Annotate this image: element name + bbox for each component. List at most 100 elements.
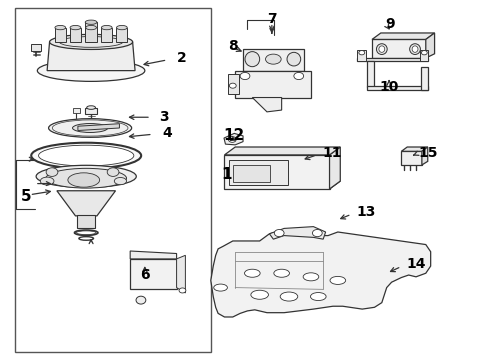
Text: 3: 3 xyxy=(159,110,169,124)
Bar xyxy=(31,44,41,51)
Polygon shape xyxy=(252,98,282,112)
Bar xyxy=(243,49,304,71)
Bar xyxy=(77,215,95,228)
Ellipse shape xyxy=(274,269,290,277)
Ellipse shape xyxy=(49,35,133,49)
Polygon shape xyxy=(224,134,243,145)
Bar xyxy=(85,108,97,114)
Bar xyxy=(101,28,112,42)
Bar xyxy=(85,22,97,42)
Polygon shape xyxy=(57,191,116,216)
Ellipse shape xyxy=(85,20,97,24)
Ellipse shape xyxy=(251,290,269,299)
Ellipse shape xyxy=(245,269,260,277)
Ellipse shape xyxy=(136,296,146,304)
Bar xyxy=(130,259,176,289)
Ellipse shape xyxy=(55,26,66,30)
Bar xyxy=(421,67,428,90)
Ellipse shape xyxy=(68,173,99,187)
Ellipse shape xyxy=(86,26,97,30)
Ellipse shape xyxy=(379,46,385,52)
Ellipse shape xyxy=(280,292,298,301)
Polygon shape xyxy=(270,226,326,239)
Polygon shape xyxy=(224,181,340,189)
Bar xyxy=(55,28,66,42)
Bar xyxy=(420,50,428,61)
Circle shape xyxy=(421,50,427,55)
Ellipse shape xyxy=(87,106,96,109)
Text: 5: 5 xyxy=(21,189,32,204)
Text: 1: 1 xyxy=(221,167,232,182)
Bar xyxy=(357,58,428,61)
Circle shape xyxy=(313,229,322,237)
Text: 14: 14 xyxy=(406,257,426,271)
Ellipse shape xyxy=(117,26,127,30)
Text: 9: 9 xyxy=(386,17,395,31)
Bar xyxy=(372,40,426,58)
Circle shape xyxy=(274,229,284,237)
Bar xyxy=(73,108,80,113)
Bar xyxy=(235,71,311,98)
Bar xyxy=(357,50,366,61)
Text: 11: 11 xyxy=(322,146,342,160)
Ellipse shape xyxy=(376,44,387,54)
Polygon shape xyxy=(422,147,428,165)
Ellipse shape xyxy=(73,123,108,132)
Ellipse shape xyxy=(31,143,141,168)
Ellipse shape xyxy=(36,165,136,188)
Circle shape xyxy=(179,288,186,293)
Polygon shape xyxy=(401,147,428,151)
Circle shape xyxy=(46,168,58,176)
Ellipse shape xyxy=(330,276,345,284)
Polygon shape xyxy=(426,33,435,58)
Circle shape xyxy=(107,168,119,176)
Circle shape xyxy=(240,72,250,80)
Circle shape xyxy=(294,72,304,80)
Bar xyxy=(70,28,81,42)
Ellipse shape xyxy=(245,51,260,67)
Ellipse shape xyxy=(287,52,301,66)
Circle shape xyxy=(228,136,236,142)
Ellipse shape xyxy=(412,46,418,52)
Ellipse shape xyxy=(37,60,145,81)
Polygon shape xyxy=(211,230,431,317)
Bar xyxy=(117,28,127,42)
Ellipse shape xyxy=(40,177,54,185)
Text: 15: 15 xyxy=(418,146,438,160)
Polygon shape xyxy=(78,124,120,131)
Ellipse shape xyxy=(303,273,319,281)
Text: 10: 10 xyxy=(379,80,399,94)
Ellipse shape xyxy=(70,26,81,30)
Text: 2: 2 xyxy=(176,51,186,65)
Text: 4: 4 xyxy=(162,126,172,140)
Bar xyxy=(15,8,211,352)
Bar xyxy=(233,165,270,182)
Bar xyxy=(228,74,239,94)
Ellipse shape xyxy=(311,293,326,301)
Polygon shape xyxy=(47,42,135,71)
Ellipse shape xyxy=(49,119,132,137)
Polygon shape xyxy=(176,255,185,293)
Bar xyxy=(224,155,330,189)
Polygon shape xyxy=(330,147,340,189)
Text: 7: 7 xyxy=(267,12,277,26)
Polygon shape xyxy=(224,147,340,155)
Text: 13: 13 xyxy=(356,205,376,219)
Bar xyxy=(86,28,97,42)
Ellipse shape xyxy=(410,44,420,54)
Text: 6: 6 xyxy=(140,268,149,282)
Ellipse shape xyxy=(46,168,126,188)
Ellipse shape xyxy=(39,145,134,166)
Bar xyxy=(229,160,288,185)
Circle shape xyxy=(359,50,365,55)
Text: 8: 8 xyxy=(228,39,238,53)
Bar xyxy=(367,61,374,87)
Polygon shape xyxy=(372,33,435,40)
Bar xyxy=(367,86,428,90)
Polygon shape xyxy=(130,251,176,259)
Ellipse shape xyxy=(214,284,227,291)
Bar xyxy=(401,151,422,165)
Ellipse shape xyxy=(266,54,281,64)
Circle shape xyxy=(229,83,236,88)
Ellipse shape xyxy=(114,177,126,185)
